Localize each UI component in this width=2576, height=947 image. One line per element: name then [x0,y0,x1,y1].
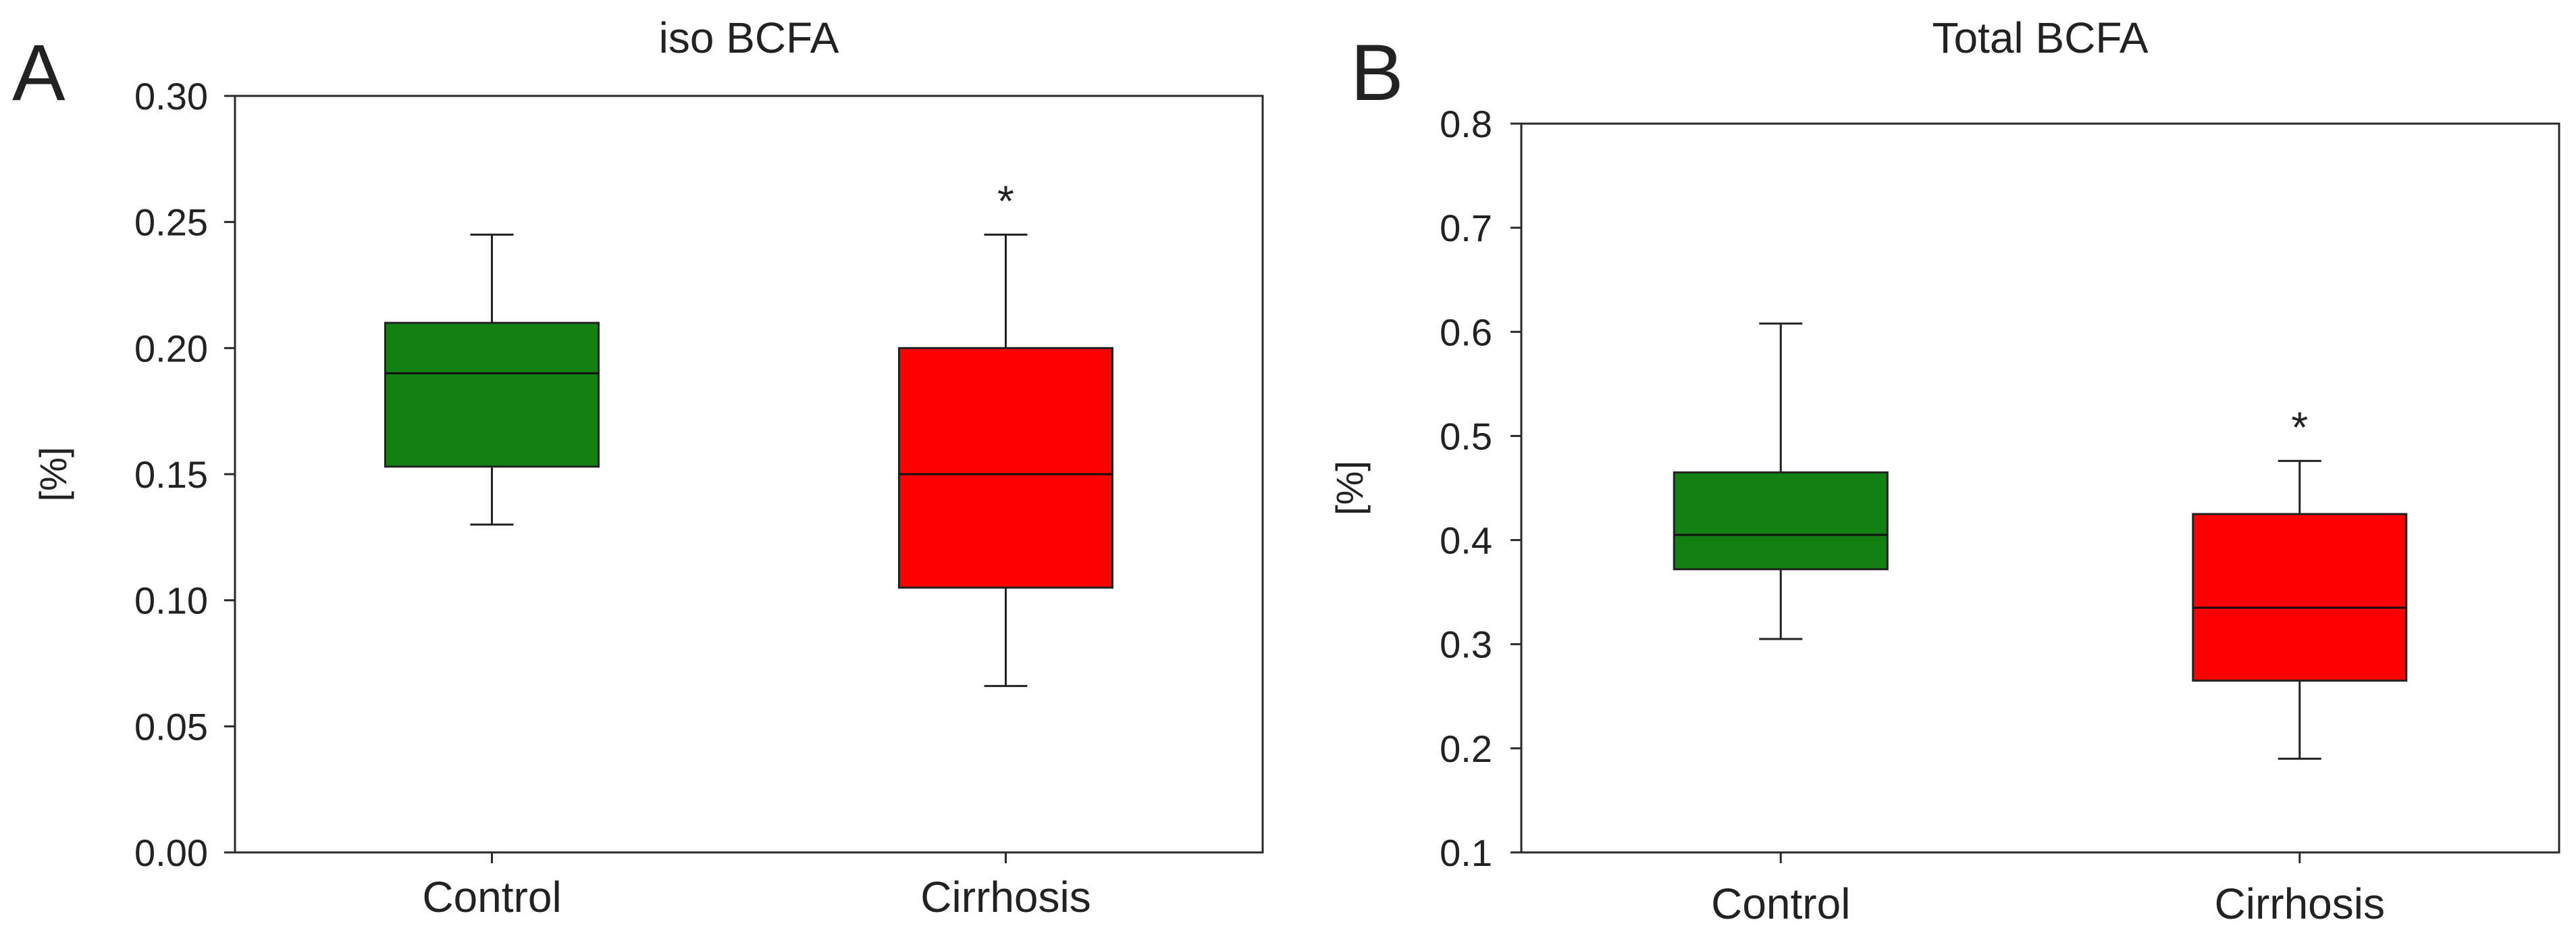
y-tick-label: 0.3 [1440,623,1492,666]
box-cirrhosis [898,347,1113,589]
y-tick-label: 0.25 [134,201,208,244]
panel-letter: A [12,28,65,118]
y-tick-label: 0.05 [134,705,208,748]
y-tick-label: 0.30 [134,75,208,118]
y-tick-label: 0.2 [1440,727,1492,770]
significance-marker: * [2291,403,2308,451]
y-axis-label: [%] [32,447,74,502]
chart-title: Total BCFA [1932,14,2148,62]
y-tick-label: 0.6 [1440,311,1492,353]
y-tick-label: 0.10 [134,580,208,622]
x-tick-label: Control [1711,879,1850,928]
x-tick-label: Cirrhosis [2215,879,2385,928]
box-control [384,322,600,468]
chart-title: iso BCFA [659,14,839,62]
significance-marker: * [997,176,1014,225]
x-tick-label: Control [422,873,561,921]
panel-letter: B [1350,28,1404,118]
y-tick-label: 0.4 [1440,519,1492,562]
y-axis-label: [%] [1328,461,1371,515]
plot-frame [1520,122,2560,854]
box-control [1673,471,1889,571]
y-tick-label: 0.5 [1440,415,1492,457]
box-cirrhosis [2192,513,2408,682]
x-tick-label: Cirrhosis [920,873,1090,921]
y-tick-label: 0.8 [1440,103,1492,145]
y-tick-label: 0.7 [1440,207,1492,249]
y-tick-label: 0.20 [134,327,208,369]
y-tick-label: 0.00 [134,831,208,874]
panel-b: B Total BCFA [%] 0.1 0.2 0.3 0.4 0.5 0.6 0.7 0.8 Co… [1328,14,2560,928]
y-tick-label: 0.15 [134,453,208,496]
y-tick-label: 0.1 [1440,831,1492,874]
